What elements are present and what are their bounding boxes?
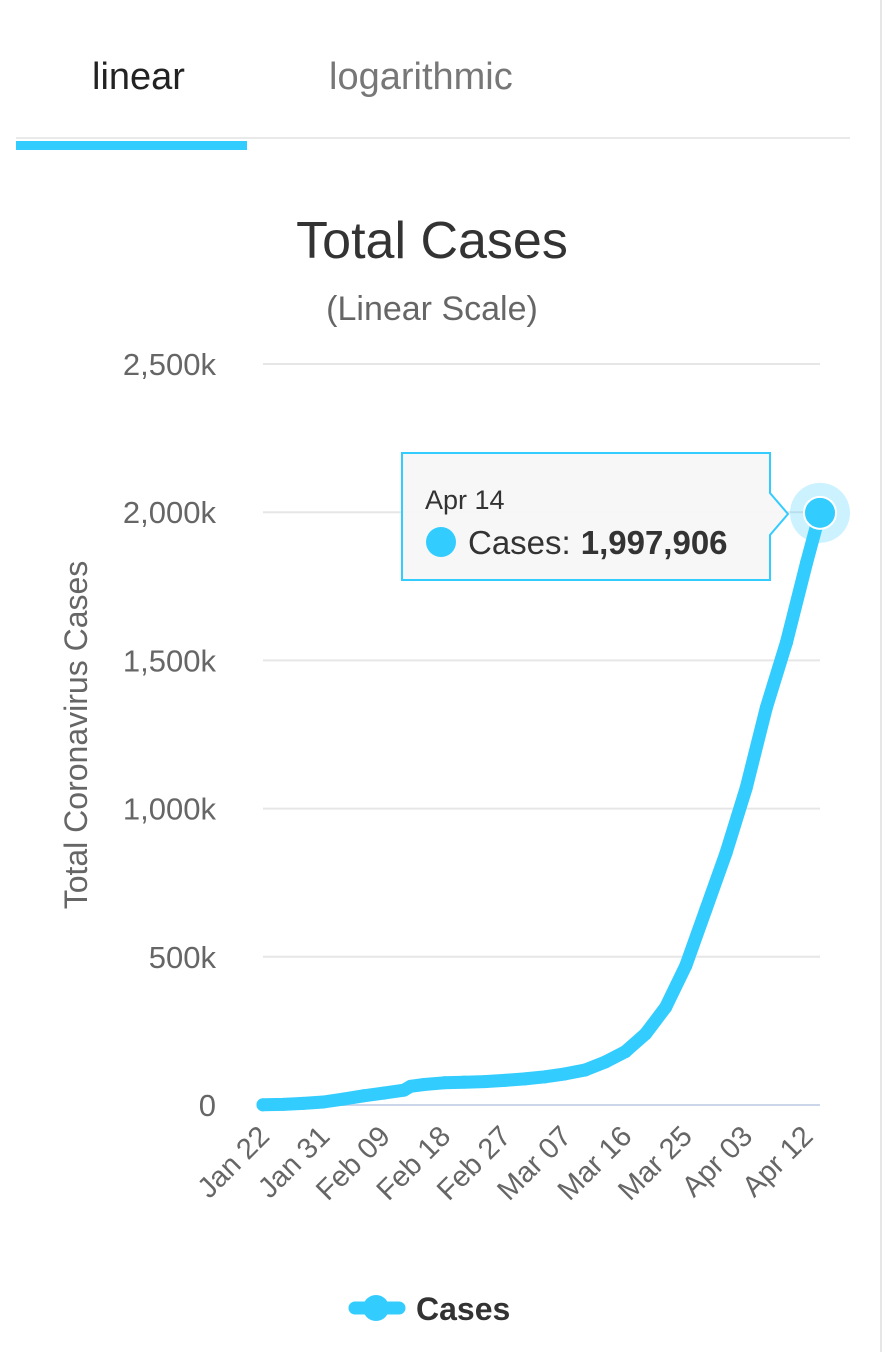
data-point bbox=[337, 1092, 351, 1106]
data-point bbox=[296, 1096, 310, 1110]
data-point bbox=[699, 902, 713, 916]
legend-label-cases[interactable]: Cases bbox=[416, 1291, 510, 1327]
data-point bbox=[457, 1075, 471, 1089]
data-point bbox=[800, 556, 814, 570]
legend-marker bbox=[363, 1295, 389, 1321]
data-point bbox=[316, 1095, 330, 1109]
tab-logarithmic[interactable]: logarithmic bbox=[329, 56, 513, 98]
data-point bbox=[276, 1097, 290, 1111]
tooltip-box bbox=[401, 452, 790, 581]
total-cases-chart: Total Cases (Linear Scale) 0 500k 1,000k 1,… bbox=[58, 212, 851, 1327]
data-point bbox=[618, 1045, 632, 1059]
series-cases[interactable] bbox=[256, 482, 851, 1112]
y-tick-label: 500k bbox=[149, 940, 217, 975]
data-point bbox=[518, 1072, 532, 1086]
active-tab-indicator bbox=[16, 141, 247, 150]
data-point bbox=[404, 1079, 418, 1093]
chart-title: Total Cases bbox=[296, 212, 568, 270]
data-point bbox=[377, 1086, 391, 1100]
y-axis-label: Total Coronavirus Cases bbox=[58, 561, 94, 910]
data-point bbox=[477, 1075, 491, 1089]
data-point bbox=[659, 1000, 673, 1014]
tooltip-series-label: Cases: bbox=[468, 524, 571, 561]
data-point bbox=[256, 1098, 270, 1112]
tooltip-series-marker bbox=[426, 527, 456, 557]
data-tooltip: Apr 14 Cases: 1,997,906 bbox=[401, 452, 790, 581]
data-point bbox=[759, 701, 773, 715]
chart-legend[interactable]: Cases bbox=[348, 1291, 510, 1327]
data-point bbox=[679, 959, 693, 973]
data-point bbox=[639, 1027, 653, 1041]
y-tick-label: 0 bbox=[199, 1088, 216, 1123]
data-point bbox=[719, 846, 733, 860]
chart-subtitle: (Linear Scale) bbox=[326, 290, 538, 328]
data-point bbox=[498, 1073, 512, 1087]
y-tick-label: 2,000k bbox=[123, 495, 217, 530]
y-axis-ticks: 0 500k 1,000k 1,500k 2,000k 2,500k bbox=[123, 347, 217, 1123]
data-point bbox=[578, 1063, 592, 1077]
y-tick-label: 1,500k bbox=[123, 643, 217, 678]
tab-divider bbox=[16, 137, 850, 139]
tab-linear[interactable]: linear bbox=[92, 56, 185, 98]
data-point bbox=[558, 1067, 572, 1081]
data-point bbox=[598, 1055, 612, 1069]
data-point bbox=[357, 1089, 371, 1103]
tooltip-text: Cases: 1,997,906 bbox=[468, 524, 728, 561]
data-point bbox=[739, 781, 753, 795]
highlighted-point bbox=[803, 495, 837, 530]
y-tick-label: 2,500k bbox=[123, 347, 217, 382]
tooltip-date: Apr 14 bbox=[425, 485, 505, 515]
data-point bbox=[538, 1070, 552, 1084]
tooltip-value: 1,997,906 bbox=[581, 524, 728, 561]
data-point bbox=[437, 1076, 451, 1090]
y-tick-label: 1,000k bbox=[123, 792, 217, 827]
data-point bbox=[417, 1078, 431, 1092]
scale-tabs: linear logarithmic bbox=[16, 0, 850, 150]
data-point bbox=[779, 636, 793, 650]
right-edge-rule bbox=[880, 0, 882, 1352]
